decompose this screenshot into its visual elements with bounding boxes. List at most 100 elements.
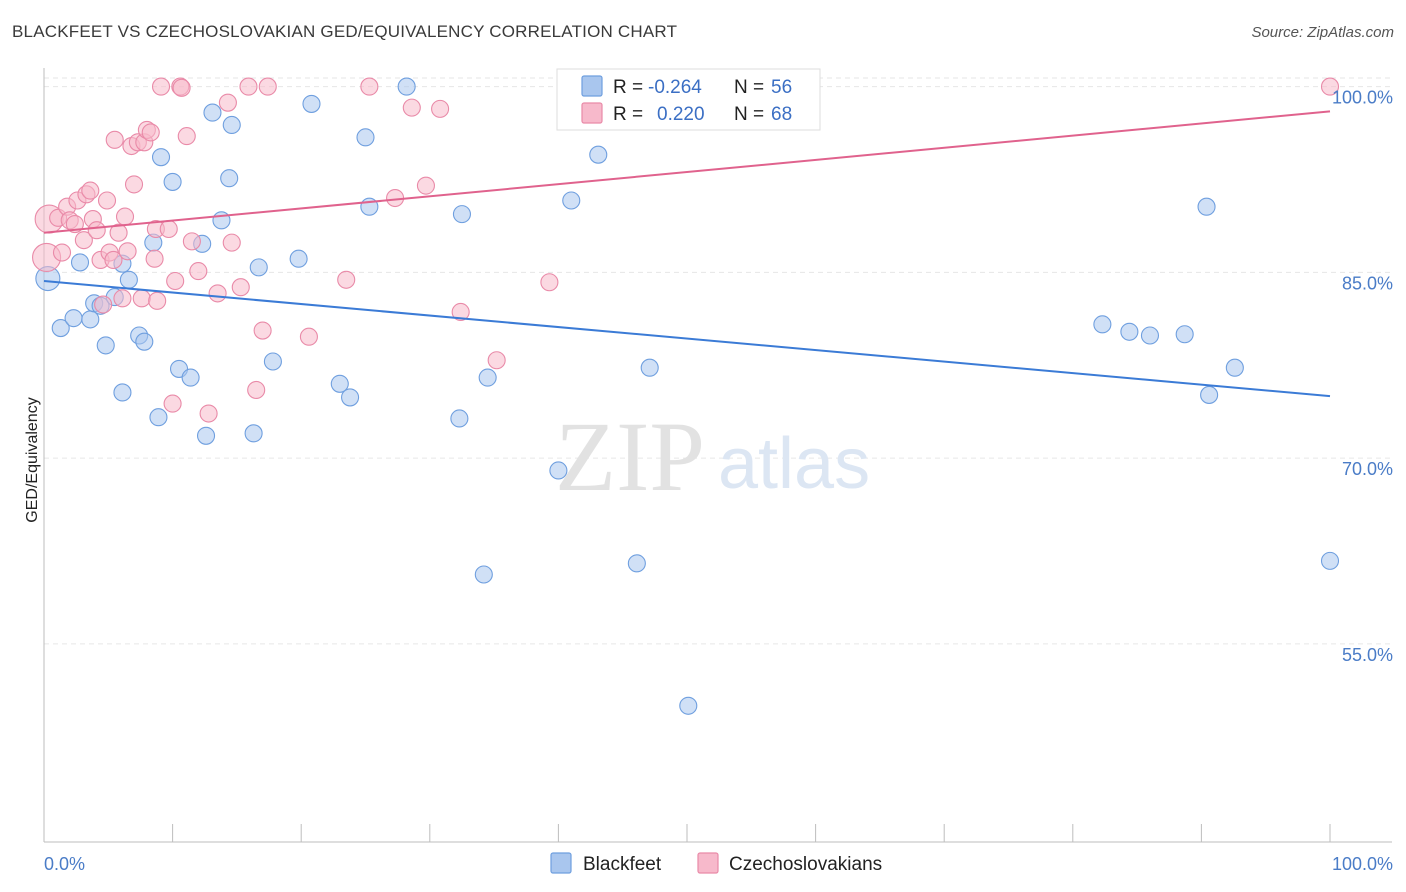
blackfeet-point	[356, 128, 375, 147]
scatter-points	[32, 77, 1340, 715]
czechoslovakians-point	[132, 289, 151, 308]
legend-row-blackfeet: R = -0.264 N = 56	[581, 75, 792, 98]
blackfeet-point	[330, 374, 349, 393]
blackfeet-point	[249, 258, 268, 277]
watermark: ZIP atlas	[555, 401, 870, 512]
legend-n-value: 56	[771, 77, 792, 98]
x-tick-label: 100.0%	[1332, 854, 1393, 874]
legend-n-label: N =	[734, 77, 764, 98]
legend-top: R = -0.264 N = 56 R = 0.220 N = 68	[556, 68, 821, 131]
czechoslovakians-point	[87, 221, 106, 240]
blackfeet-point	[478, 368, 497, 387]
blackfeet-point	[149, 408, 168, 427]
czechoslovakians-point	[118, 242, 137, 261]
czechoslovakians-point	[145, 249, 164, 268]
czechoslovakians-point	[65, 214, 84, 234]
czechoslovakians-point	[141, 123, 160, 142]
czechoslovakians-point	[247, 380, 266, 400]
czechoslovakians-point	[451, 302, 470, 322]
czechoslovakians-point	[94, 295, 113, 314]
blackfeet-point	[1120, 322, 1139, 341]
czechoslovakians-point	[166, 271, 185, 291]
czechoslovakians-point	[104, 250, 123, 270]
legend-r-label: R =	[613, 104, 643, 125]
blackfeet-trend-line	[43, 280, 1331, 398]
czechoslovakians-point	[159, 219, 178, 239]
czechoslovakians-point	[218, 93, 237, 112]
blackfeet-point	[452, 205, 472, 224]
blackfeet-point	[64, 309, 83, 328]
legend-swatch-blackfeet	[581, 75, 603, 97]
blackfeet-point	[96, 336, 115, 355]
blackfeet-point	[220, 169, 239, 188]
legend-bottom-label-blackfeet: Blackfeet	[583, 854, 662, 875]
blackfeet-point	[244, 424, 263, 443]
czechoslovakians-point	[124, 175, 144, 194]
blackfeet-point	[70, 253, 90, 272]
czechoslovakians-point	[105, 130, 124, 149]
tick-labels: 55.0% 70.0% 85.0% 100.0% 0.0% 100.0%	[44, 88, 1393, 874]
czechoslovakians-point	[540, 273, 559, 292]
czechoslovakians-point	[299, 327, 318, 346]
czechoslovakians-point	[222, 233, 241, 252]
blackfeet-point	[1225, 358, 1244, 377]
legend-row-czechoslovakians: R = 0.220 N = 68	[581, 102, 792, 125]
blackfeet-point	[627, 554, 646, 573]
legend-bottom-swatch-blackfeet	[550, 852, 572, 874]
czechoslovakians-point	[109, 223, 128, 242]
y-tick-label: 70.0%	[1342, 459, 1393, 479]
czechoslovakians-trend-line	[43, 110, 1331, 234]
czechoslovakians-point	[258, 77, 277, 96]
blackfeet-point	[341, 388, 360, 407]
blackfeet-point	[212, 211, 231, 230]
blackfeet-point	[263, 352, 282, 371]
blackfeet-point	[1200, 385, 1219, 404]
y-tick-label: 100.0%	[1332, 88, 1393, 108]
legend-swatch-czechoslovakians	[581, 102, 603, 124]
axes	[43, 68, 1392, 843]
blackfeet-point	[549, 461, 568, 480]
czechoslovakians-point	[151, 77, 171, 96]
legend-n-label: N =	[734, 104, 764, 125]
legend-r-value: -0.264	[648, 77, 702, 98]
watermark-zip: ZIP	[555, 401, 705, 512]
chart-source: Source: ZipAtlas.com	[1251, 24, 1394, 41]
czechoslovakians-point	[189, 262, 208, 281]
czechoslovakians-point	[52, 243, 72, 262]
blackfeet-point	[135, 332, 154, 351]
czechoslovakians-point	[182, 232, 201, 251]
czechoslovakians-point	[81, 181, 100, 200]
czechoslovakians-point	[208, 284, 227, 303]
blackfeet-point	[163, 172, 182, 191]
blackfeet-point	[51, 319, 70, 338]
blackfeet-point	[1320, 551, 1340, 570]
blackfeet-point	[679, 696, 698, 715]
legend-bottom-label-czechoslovakians: Czechoslovakians	[729, 854, 882, 875]
blackfeet-point	[196, 426, 216, 445]
czechoslovakians-point	[97, 191, 117, 210]
blackfeet-point	[474, 565, 493, 584]
grid-lines	[44, 77, 1392, 645]
czechoslovakians-point	[199, 404, 218, 423]
y-axis-title: GED/Equivalency	[24, 397, 41, 522]
czechoslovakians-point	[172, 78, 191, 97]
x-tick-label: 0.0%	[44, 854, 85, 874]
blackfeet-point	[289, 249, 308, 268]
blackfeet-point	[450, 409, 469, 428]
blackfeet-point	[203, 103, 222, 122]
czechoslovakians-point	[177, 127, 196, 146]
legend-bottom-swatch-czechoslovakians	[697, 852, 719, 874]
watermark-atlas: atlas	[718, 424, 870, 504]
blackfeet-point	[589, 145, 608, 164]
chart-title: BLACKFEET VS CZECHOSLOVAKIAN GED/EQUIVAL…	[12, 22, 678, 41]
czechoslovakians-point	[239, 77, 258, 96]
czechoslovakians-point	[163, 394, 182, 413]
blackfeet-point	[113, 383, 132, 402]
y-tick-label: 85.0%	[1342, 273, 1393, 293]
blackfeet-point	[640, 358, 659, 377]
blackfeet-point	[151, 148, 171, 167]
czechoslovakians-point	[487, 351, 506, 370]
czechoslovakians-point	[360, 77, 379, 96]
czechoslovakians-point	[337, 270, 356, 289]
